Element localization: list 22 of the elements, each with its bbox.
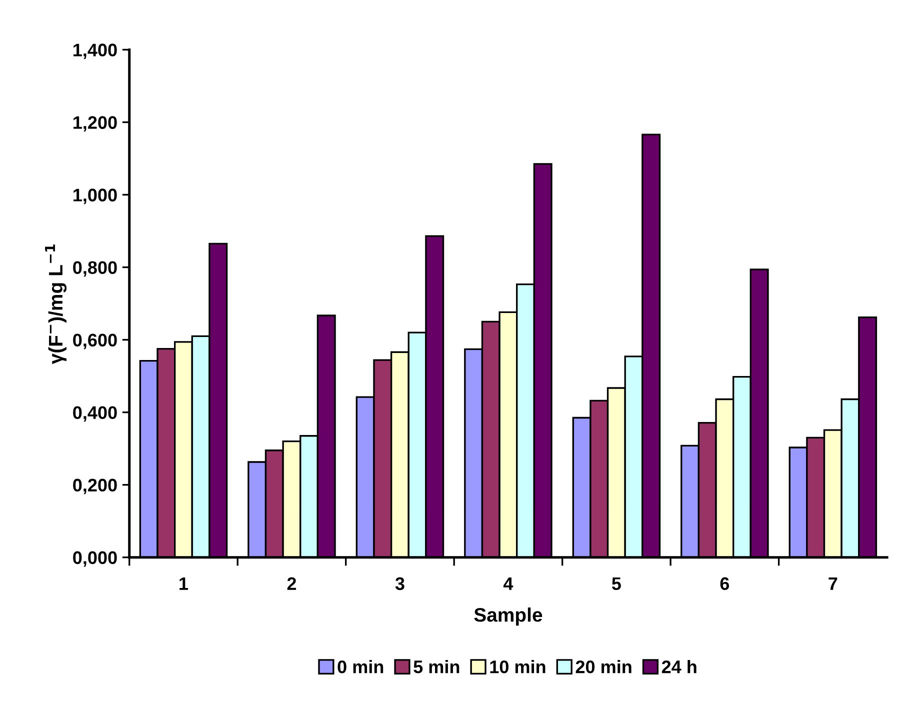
legend-label: 20 min [576,660,632,674]
x-tick-label: 6 [720,577,730,590]
y-tick-label: 1,400 [74,44,117,60]
legend-label: 24 h [662,660,696,674]
legend-label: 0 min [338,660,384,674]
x-axis-title: Sample [474,608,542,626]
x-tick-label: 2 [287,577,296,590]
y-axis-title: γ(F$^{−}$)/mg L$^{−1}$ [45,244,67,364]
x-tick-label: 7 [828,577,838,590]
x-tick-label: 5 [612,577,621,590]
y-tick-label: 0,400 [73,406,117,422]
legend-label: 5 min [414,660,460,674]
x-tick-label: 1 [180,577,188,590]
x-tick-label: 3 [395,577,404,590]
legend-label: 10 min [490,660,546,674]
y-tick-label: 0,600 [73,334,117,350]
y-tick-label: 1,000 [74,188,117,204]
y-tick-label: 0,800 [73,261,117,277]
y-tick-label: 1,200 [74,116,117,132]
y-tick-label: 0,200 [73,478,117,494]
x-tick-label: 4 [503,577,514,590]
y-tick-label: 0,000 [73,551,117,567]
